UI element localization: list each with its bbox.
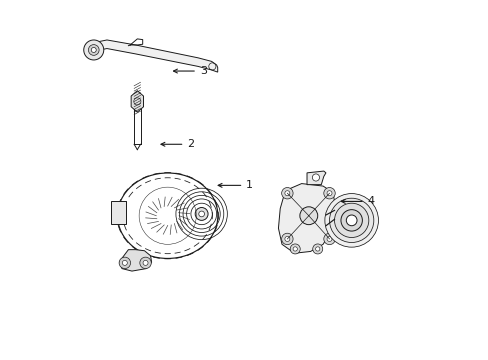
Polygon shape — [90, 40, 217, 72]
Circle shape — [315, 247, 319, 251]
Text: 1: 1 — [218, 180, 253, 190]
Circle shape — [326, 237, 331, 242]
Polygon shape — [131, 91, 143, 112]
Text: 2: 2 — [161, 139, 194, 149]
Text: 3: 3 — [173, 66, 206, 76]
Circle shape — [195, 207, 207, 220]
Circle shape — [285, 191, 289, 196]
Polygon shape — [278, 184, 335, 253]
Circle shape — [329, 198, 373, 243]
Circle shape — [285, 237, 289, 242]
Circle shape — [143, 260, 148, 265]
Circle shape — [122, 260, 127, 265]
Text: 4: 4 — [341, 197, 374, 206]
Circle shape — [290, 244, 300, 254]
Circle shape — [88, 45, 99, 55]
Circle shape — [340, 210, 362, 231]
Polygon shape — [306, 171, 325, 185]
Circle shape — [281, 188, 292, 199]
Circle shape — [346, 215, 356, 226]
Circle shape — [140, 257, 151, 269]
Circle shape — [312, 244, 322, 254]
Circle shape — [324, 194, 378, 247]
Circle shape — [198, 211, 204, 217]
Circle shape — [326, 191, 331, 196]
Circle shape — [334, 203, 368, 238]
Circle shape — [83, 40, 103, 60]
Circle shape — [323, 233, 335, 245]
Polygon shape — [119, 249, 151, 271]
Circle shape — [292, 247, 297, 251]
Bar — [111, 201, 126, 224]
Circle shape — [119, 257, 130, 269]
Circle shape — [91, 48, 96, 53]
Circle shape — [312, 174, 319, 181]
Circle shape — [299, 207, 317, 225]
Circle shape — [323, 188, 335, 199]
Circle shape — [281, 233, 292, 245]
